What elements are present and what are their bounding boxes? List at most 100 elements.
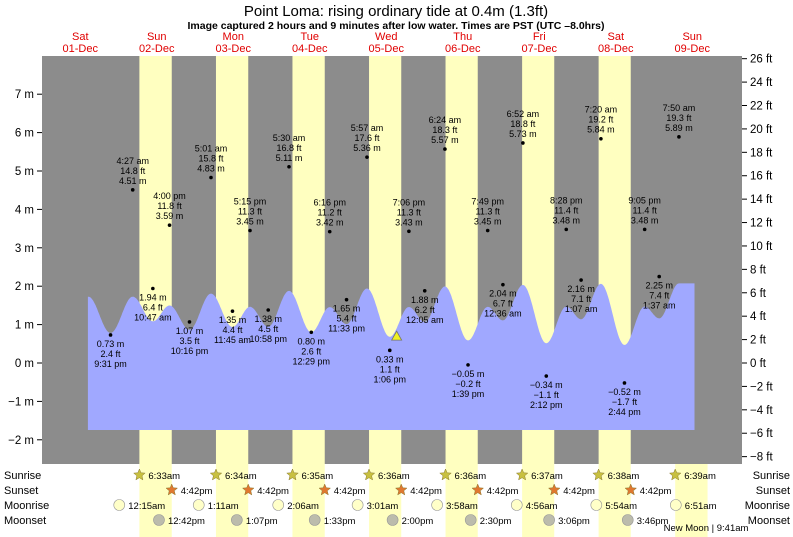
day-date-label: 09-Dec (675, 43, 711, 55)
y-tick-label-m: 3 m (15, 243, 34, 255)
daylight-band-lower (139, 464, 172, 537)
day-date-label: 07-Dec (522, 43, 558, 55)
sunset-time: 4:42pm (487, 486, 519, 497)
tide-height-m-label: 1.38 m (254, 314, 282, 324)
current-tide-triangle (390, 330, 403, 341)
y-tick-label-m: 1 m (15, 320, 34, 332)
sunset-icon (394, 483, 408, 496)
y-axes: 7 m 6 m 5 m 4 m 3 m 2 m 1 m 0 m −1 m −2 m 26 ft 24 … (8, 54, 773, 464)
y-tick-label-ft: 0 ft (750, 358, 767, 370)
tide-height-m-label: 1.35 m (219, 315, 247, 325)
tide-point (407, 229, 411, 234)
tide-height-ft-label: 4.5 ft (258, 324, 279, 334)
row-label-right: Sunrise (753, 470, 790, 482)
sunrise-time: 6:34am (225, 471, 257, 482)
moonrise-icon (113, 499, 126, 511)
moonset-icon (231, 514, 243, 526)
y-tick-label-m: 7 m (15, 89, 34, 101)
tide-point (344, 297, 349, 302)
sunset-icon (547, 483, 561, 496)
moonrise-icon (351, 499, 364, 511)
tide-point (521, 141, 525, 145)
moon-phase-note: New Moon | 9:41am (664, 523, 749, 534)
moonrise-icon (670, 499, 682, 511)
sunrise-icon (439, 468, 452, 481)
sunset-time: 4:42pm (181, 486, 213, 497)
y-tick-label-ft: 10 ft (750, 241, 773, 253)
tide-time-label: 5:30 am (273, 133, 306, 143)
sunrise-icon (362, 468, 376, 481)
tide-height-m-label: 3.42 m (316, 218, 344, 228)
y-tick-label-ft: 8 ft (750, 264, 767, 276)
tide-height-m-label: 3.43 m (395, 217, 423, 227)
sunset-icon (241, 483, 255, 496)
tide-point (443, 147, 447, 151)
tide-height-m-label: 3.59 m (156, 211, 184, 221)
sunrise-time: 6:37am (531, 471, 563, 482)
day-name-label: Fri (533, 31, 546, 43)
moonrise-time: 3:01am (367, 501, 399, 512)
moonset-icon (153, 514, 165, 526)
tide-point (564, 227, 569, 232)
tide-point (579, 278, 583, 282)
tide-height-ft-label: 6.7 ft (493, 299, 514, 309)
tide-time-label: 2:12 pm (530, 400, 563, 410)
tide-point (501, 282, 505, 287)
tide-height-m-label: 5.57 m (431, 135, 459, 145)
y-tick-label-ft: 2 ft (750, 335, 767, 347)
moonrise-icon (192, 499, 205, 511)
y-tick-label-ft: 20 ft (750, 124, 773, 136)
tide-time-label: 12:36 am (484, 309, 522, 319)
moonrise-icon (510, 499, 523, 511)
sun-moon-rows: Sunrise Sunrise 6:33am 6:34am 6:35am 6:36am 6:… (4, 468, 790, 527)
moonrise-time: 2:06am (287, 501, 319, 512)
tide-point (130, 188, 135, 192)
moonrise-time: 3:58am (446, 501, 478, 512)
row-label-left: Sunset (4, 485, 38, 497)
moonset-time: 1:07pm (246, 516, 278, 527)
tide-point (599, 136, 603, 141)
sunset-time: 4:42pm (334, 486, 366, 497)
moonset-time: 2:00pm (402, 516, 434, 527)
tide-time-label: 4:27 am (116, 156, 149, 166)
tide-time-label: 9:05 pm (628, 195, 661, 205)
tide-height-ft-label: 5.4 ft (337, 314, 358, 324)
tide-time-label: 7:20 am (585, 105, 618, 115)
y-tick-label-ft: 26 ft (750, 54, 773, 66)
sunrise-time: 6:36am (455, 471, 487, 482)
tide-time-label: 9:31 pm (94, 359, 127, 369)
tide-height-m-label: 2.04 m (489, 289, 517, 299)
tide-time-label: 10:58 pm (249, 334, 287, 344)
daylight-band-lower (675, 464, 708, 537)
tide-point (209, 175, 213, 180)
tide-height-ft-label: 16.8 ft (277, 143, 303, 153)
current-tide-marker (390, 330, 403, 341)
day-date-label: 03-Dec (216, 43, 252, 55)
sunset-icon (165, 483, 179, 496)
y-tick-label-ft: −4 ft (750, 405, 774, 417)
tide-height-ft-label: 4.4 ft (222, 325, 243, 335)
moonset-icon (543, 514, 555, 526)
y-tick-label-m: −2 m (8, 435, 34, 447)
tide-height-ft-label: 2.4 ft (101, 349, 122, 359)
day-date-label: 02-Dec (139, 43, 175, 55)
tide-height-ft-label: 17.6 ft (354, 133, 380, 143)
day-labels: Sat01-DecSun02-DecMon03-DecTue04-DecWed0… (63, 31, 711, 55)
tide-height-ft-label: 11.3 ft (238, 207, 263, 217)
moonset-time: 2:30pm (480, 516, 512, 527)
tide-height-m-label: 3.45 m (236, 217, 264, 227)
day-date-label: 01-Dec (63, 43, 99, 55)
tide-point (327, 229, 332, 234)
tide-height-m-label: 5.11 m (276, 153, 303, 163)
y-tick-label-ft: 18 ft (750, 147, 773, 159)
tide-height-ft-label: 1.1 ft (380, 364, 401, 374)
tide-height-ft-label: 11.4 ft (554, 205, 579, 215)
row-label-left: Moonrise (4, 500, 49, 512)
tide-height-ft-label: 19.3 ft (666, 113, 692, 123)
tide-height-ft-label: 18.8 ft (510, 119, 536, 129)
y-tick-label-ft: 14 ft (750, 194, 773, 206)
y-tick-label-ft: 16 ft (750, 171, 773, 183)
row-label-right: Sunset (756, 485, 790, 497)
